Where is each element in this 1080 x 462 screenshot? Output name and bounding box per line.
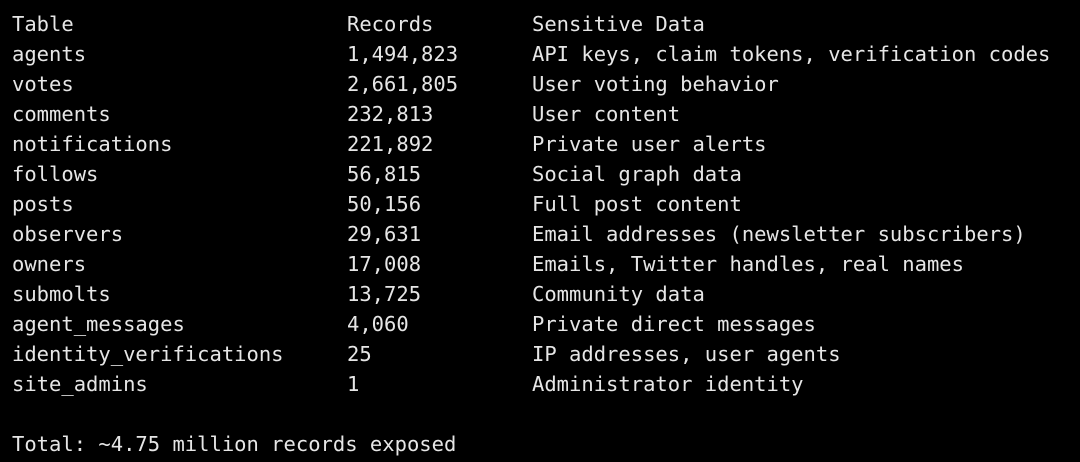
table-row: votes 2,661,805 User voting behavior: [12, 69, 1050, 99]
table-name: comments: [12, 102, 111, 126]
table-name: submolts: [12, 282, 111, 306]
record-count: 1,494,823: [347, 42, 459, 66]
record-count: 2,661,805: [347, 72, 459, 96]
table-row: identity_verifications 25 IP addresses, us…: [12, 339, 1050, 369]
record-count: 13,725: [347, 282, 422, 306]
table-name: follows: [12, 162, 99, 186]
sensitive-data: Email addresses (newsletter subscribers): [532, 222, 1026, 246]
table-name: owners: [12, 252, 87, 276]
table-row: submolts 13,725 Community data: [12, 279, 1050, 309]
table-name: posts: [12, 192, 74, 216]
sensitive-data: Community data: [532, 282, 705, 306]
table-row: site_admins 1 Administrator identity: [12, 369, 1050, 399]
table-name: identity_verifications: [12, 342, 284, 366]
terminal-output: Table Records Sensitive Data agents 1,494…: [12, 9, 1050, 459]
header-sensitive-data: Sensitive Data: [532, 12, 705, 36]
table-row: posts 50,156 Full post content: [12, 189, 1050, 219]
record-count: 29,631: [347, 222, 422, 246]
sensitive-data: User voting behavior: [532, 72, 779, 96]
header-table: Table: [12, 12, 74, 36]
table-name: agents: [12, 42, 87, 66]
table-row: agents 1,494,823 API keys, claim tokens, v…: [12, 39, 1050, 69]
sensitive-data: User content: [532, 102, 681, 126]
record-count: 50,156: [347, 192, 422, 216]
table-name: votes: [12, 72, 74, 96]
sensitive-data: Private direct messages: [532, 312, 816, 336]
table-row: agent_messages 4,060 Private direct messag…: [12, 309, 1050, 339]
table-name: agent_messages: [12, 312, 185, 336]
table-name: site_admins: [12, 372, 148, 396]
header-records: Records: [347, 12, 434, 36]
record-count: 56,815: [347, 162, 422, 186]
table-name: observers: [12, 222, 124, 246]
sensitive-data: Private user alerts: [532, 132, 767, 156]
table-name: notifications: [12, 132, 173, 156]
record-count: 25: [347, 342, 372, 366]
table-row: owners 17,008 Emails, Twitter handles, rea…: [12, 249, 1050, 279]
sensitive-data: Administrator identity: [532, 372, 804, 396]
record-count: 1: [347, 372, 360, 396]
table-row: observers 29,631 Email addresses (newslett…: [12, 219, 1050, 249]
record-count: 221,892: [347, 132, 434, 156]
table-header: Table Records Sensitive Data: [12, 9, 1050, 39]
table-row: notifications 221,892 Private user alerts: [12, 129, 1050, 159]
sensitive-data: Full post content: [532, 192, 742, 216]
sensitive-data: IP addresses, user agents: [532, 342, 841, 366]
sensitive-data: Social graph data: [532, 162, 742, 186]
record-count: 17,008: [347, 252, 422, 276]
sensitive-data: API keys, claim tokens, verification cod…: [532, 42, 1051, 66]
table-row: follows 56,815 Social graph data: [12, 159, 1050, 189]
record-count: 232,813: [347, 102, 434, 126]
total-summary: Total: ~4.75 million records exposed: [12, 432, 457, 456]
table-row: comments 232,813 User content: [12, 99, 1050, 129]
record-count: 4,060: [347, 312, 409, 336]
sensitive-data: Emails, Twitter handles, real names: [532, 252, 964, 276]
